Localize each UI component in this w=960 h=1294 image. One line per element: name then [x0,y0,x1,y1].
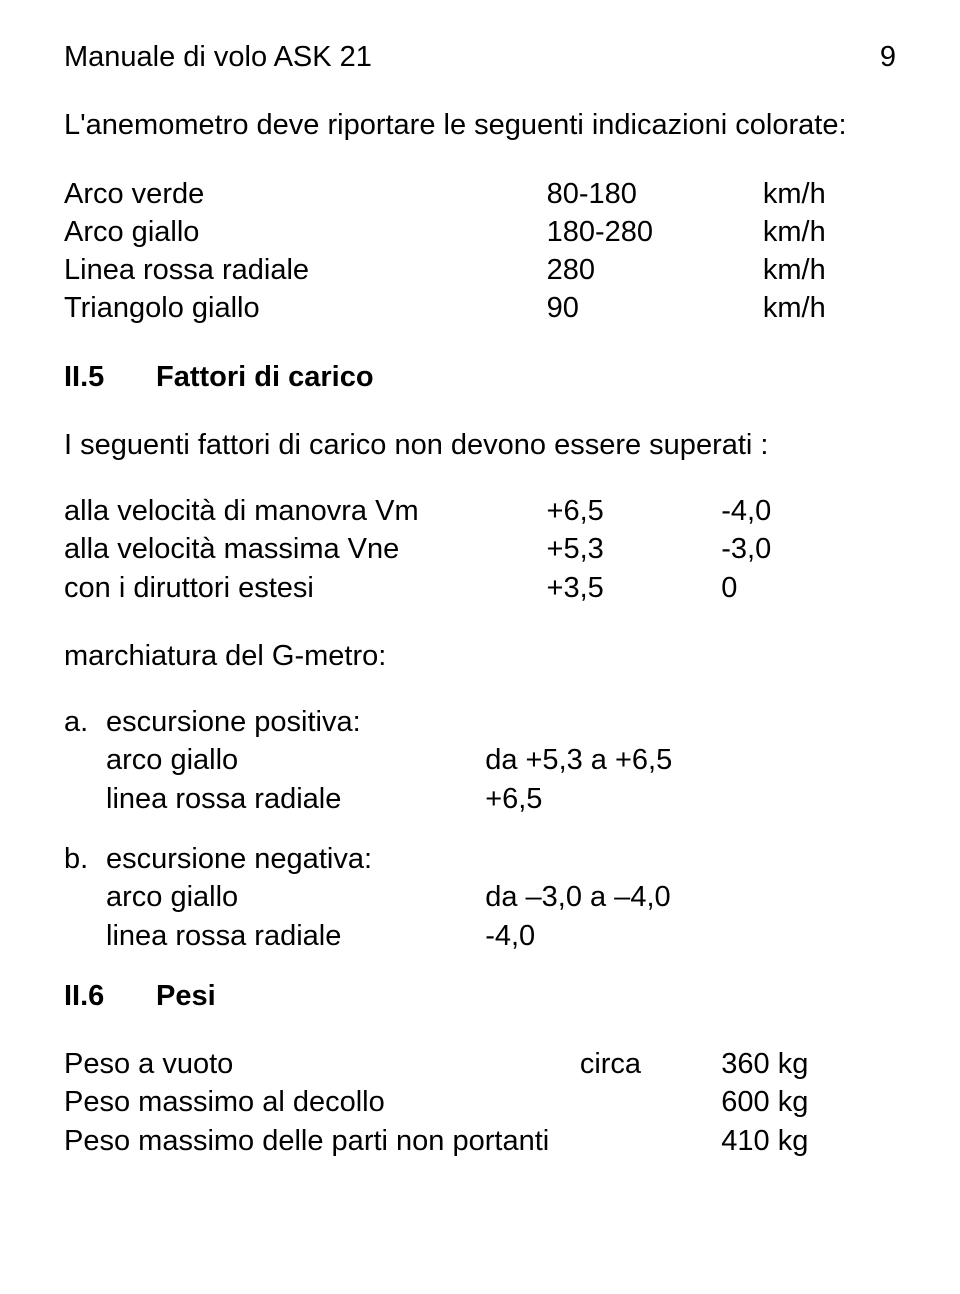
table-row: Peso massimo delle parti non portanti 41… [64,1122,896,1160]
row-qualifier: circa [580,1045,721,1083]
section5-para: I seguenti fattori di carico non devono … [64,426,896,464]
row-value: 600 kg [721,1083,896,1121]
row-value: 80-180 [547,175,763,213]
load-factors-table: alla velocità di manovra Vm +6,5 -4,0 al… [64,492,896,607]
row-unit: km/h [763,175,896,213]
table-row: Arco verde 80-180 km/h [64,175,896,213]
section-heading: II.6 Pesi [64,977,896,1015]
table-row: Peso a vuoto circa 360 kg [64,1045,896,1083]
table-row: alla velocità massima Vne +5,3 -3,0 [64,530,896,568]
list-item: linea rossa radiale +6,5 [106,780,896,818]
kv-value: da +5,3 a +6,5 [485,741,896,779]
page-number: 9 [880,38,896,76]
table-row: con i diruttori estesi +3,5 0 [64,569,896,607]
weights-table: Peso a vuoto circa 360 kg Peso massimo a… [64,1045,896,1160]
row-label: Peso massimo delle parti non portanti [64,1122,580,1160]
row-value: 360 kg [721,1045,896,1083]
row-qualifier [580,1083,721,1121]
table-row: Triangolo giallo 90 km/h [64,289,896,327]
section-number: II.5 [64,358,156,396]
item-title: escursione negativa: [106,840,896,878]
page-header: Manuale di volo ASK 21 9 [64,38,896,76]
row-value: 410 kg [721,1122,896,1160]
kv-label: linea rossa radiale [106,917,485,955]
item-letter: b. [64,840,106,955]
kv-label: linea rossa radiale [106,780,485,818]
row-value: 280 [547,251,763,289]
gmeter-item-b: b. escursione negativa: arco giallo da –… [64,840,896,955]
row-label: Peso massimo al decollo [64,1083,580,1121]
gmeter-item-a: a. escursione positiva: arco giallo da +… [64,703,896,818]
row-value: 180-280 [547,213,763,251]
row-label: Peso a vuoto [64,1045,580,1083]
page: Manuale di volo ASK 21 9 L'anemometro de… [0,0,960,1294]
section-title: Fattori di carico [156,358,374,396]
table-row: Arco giallo 180-280 km/h [64,213,896,251]
table-row: Linea rossa radiale 280 km/h [64,251,896,289]
kv-value: -4,0 [485,917,896,955]
gmeter-heading: marchiatura del G-metro: [64,637,896,675]
airspeed-table: Arco verde 80-180 km/h Arco giallo 180-2… [64,175,896,328]
table-row: Peso massimo al decollo 600 kg [64,1083,896,1121]
row-label: Arco giallo [64,213,547,251]
doc-title: Manuale di volo ASK 21 [64,38,372,76]
row-label: Triangolo giallo [64,289,547,327]
intro-text: L'anemometro deve riportare le seguenti … [64,106,896,144]
row-value: 90 [547,289,763,327]
row-label: Arco verde [64,175,547,213]
section-number: II.6 [64,977,156,1015]
row-label: alla velocità massima Vne [64,530,547,568]
kv-label: arco giallo [106,878,485,916]
item-letter: a. [64,703,106,818]
row-value-pos: +3,5 [547,569,722,607]
table-row: alla velocità di manovra Vm +6,5 -4,0 [64,492,896,530]
item-title: escursione positiva: [106,703,896,741]
list-item: arco giallo da –3,0 a –4,0 [106,878,896,916]
row-qualifier [580,1122,721,1160]
row-value-pos: +5,3 [547,530,722,568]
row-unit: km/h [763,213,896,251]
row-value-neg: -4,0 [721,492,896,530]
row-unit: km/h [763,251,896,289]
list-item: linea rossa radiale -4,0 [106,917,896,955]
list-item: arco giallo da +5,3 a +6,5 [106,741,896,779]
row-label: alla velocità di manovra Vm [64,492,547,530]
kv-label: arco giallo [106,741,485,779]
row-label: Linea rossa radiale [64,251,547,289]
row-label: con i diruttori estesi [64,569,547,607]
row-unit: km/h [763,289,896,327]
row-value-neg: 0 [721,569,896,607]
row-value-neg: -3,0 [721,530,896,568]
kv-value: da –3,0 a –4,0 [485,878,896,916]
row-value-pos: +6,5 [547,492,722,530]
section-heading: II.5 Fattori di carico [64,358,896,396]
kv-value: +6,5 [485,780,896,818]
section-title: Pesi [156,977,216,1015]
